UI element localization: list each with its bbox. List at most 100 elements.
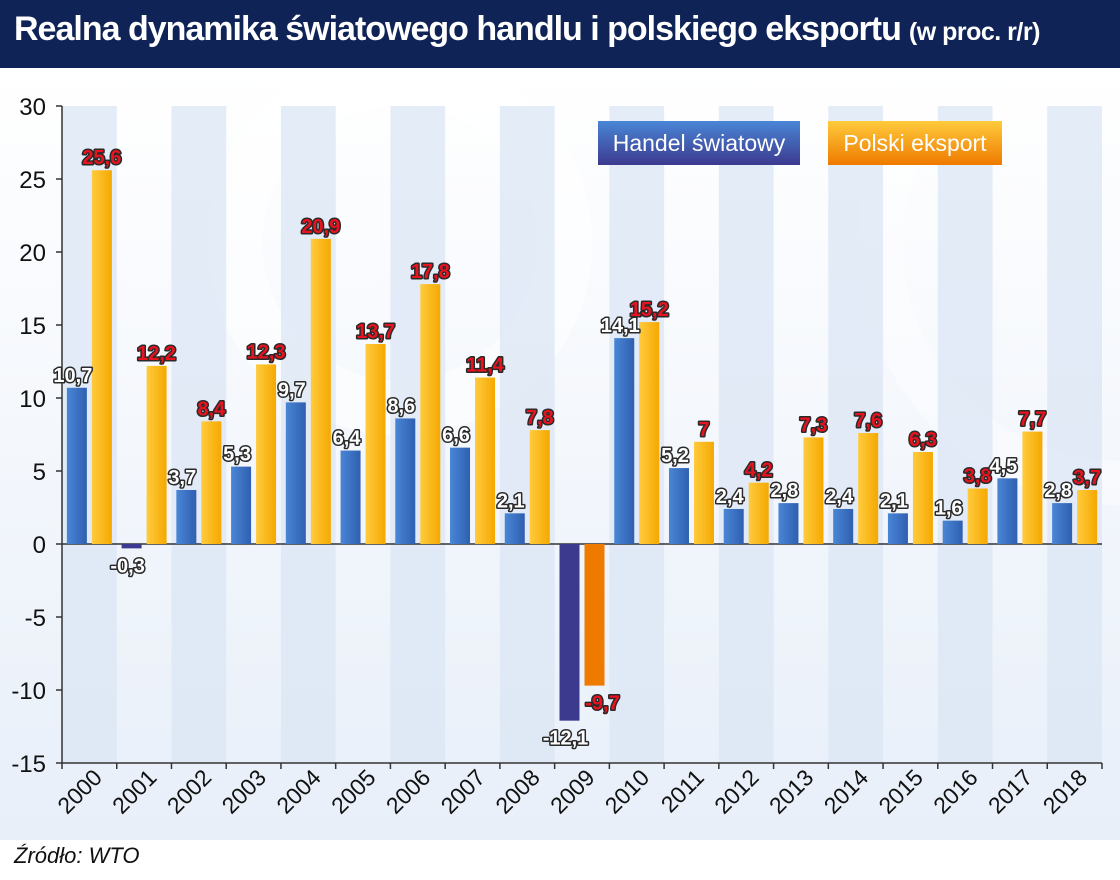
value-label-polski-eksport: 7,6 <box>854 410 882 432</box>
bar-polski-eksport <box>639 322 660 544</box>
value-label-polski-eksport: 6,3 <box>909 429 937 451</box>
bar-handel-swiatowy <box>614 338 635 544</box>
bar-handel-swiatowy <box>66 387 87 544</box>
bar-polski-eksport <box>1022 431 1043 544</box>
value-label-polski-eksport: 7 <box>698 419 709 441</box>
y-tick-label: -15 <box>11 751 46 778</box>
bar-handel-swiatowy <box>285 402 306 544</box>
bar-polski-eksport <box>748 482 769 544</box>
bar-handel-swiatowy <box>942 520 963 544</box>
y-tick-label: 25 <box>19 167 46 194</box>
value-label-handel-swiatowy: 9,7 <box>278 379 306 401</box>
bar-handel-swiatowy <box>887 513 908 544</box>
title-wrap: Realna dynamika światowego handlu i pols… <box>14 10 1040 49</box>
bar-polski-eksport <box>912 452 933 544</box>
legend-label-handel-swiatowy: Handel światowy <box>613 130 786 156</box>
bar-handel-swiatowy <box>833 508 854 544</box>
value-label-polski-eksport: 3,8 <box>964 466 992 488</box>
value-label-handel-swiatowy: 2,4 <box>825 486 854 508</box>
value-label-handel-swiatowy: 2,8 <box>1044 480 1072 502</box>
bar-handel-swiatowy <box>395 418 416 544</box>
bar-handel-swiatowy <box>668 468 689 544</box>
value-label-handel-swiatowy: 1,6 <box>935 498 963 520</box>
bar-handel-swiatowy <box>176 489 197 544</box>
value-label-polski-eksport: 4,2 <box>745 460 773 482</box>
bar-polski-eksport <box>967 488 988 544</box>
value-label-polski-eksport: 7,3 <box>800 414 828 436</box>
value-label-handel-swiatowy: 2,8 <box>771 480 799 502</box>
bar-polski-eksport <box>201 421 222 544</box>
bar-chart: 302520151050-5-10-1510,725,62000-0,312,2… <box>0 68 1120 840</box>
bar-handel-swiatowy <box>559 544 580 721</box>
value-label-handel-swiatowy: 6,6 <box>442 425 470 447</box>
bar-polski-eksport <box>693 441 714 544</box>
y-tick-label: 30 <box>19 94 46 121</box>
bar-polski-eksport <box>256 364 277 544</box>
bar-handel-swiatowy <box>778 503 799 544</box>
value-label-polski-eksport: 3,7 <box>1073 467 1101 489</box>
bar-polski-eksport <box>803 437 824 544</box>
category-stripe <box>1047 106 1102 763</box>
y-tick-label: -5 <box>25 605 46 632</box>
chart-subtitle: (w proc. r/r) <box>908 18 1041 46</box>
y-tick-label: 5 <box>33 459 46 486</box>
bar-polski-eksport <box>1077 489 1098 544</box>
value-label-polski-eksport: 7,8 <box>526 407 554 429</box>
y-tick-label: 20 <box>19 240 46 267</box>
bar-polski-eksport <box>475 377 496 544</box>
value-label-polski-eksport: 8,4 <box>197 398 226 420</box>
value-label-polski-eksport: 12,2 <box>137 343 176 365</box>
bar-polski-eksport <box>529 430 550 544</box>
value-label-handel-swiatowy: 6,4 <box>333 428 362 450</box>
value-label-handel-swiatowy: -12,1 <box>543 728 589 750</box>
bar-handel-swiatowy <box>340 450 361 544</box>
value-label-handel-swiatowy: -0,3 <box>110 555 144 577</box>
bar-handel-swiatowy <box>450 447 471 544</box>
y-tick-label: 15 <box>19 313 46 340</box>
legend-swatch-handel-swiatowy <box>598 121 800 165</box>
value-label-handel-swiatowy: 3,7 <box>168 467 196 489</box>
value-label-polski-eksport: 11,4 <box>466 355 505 377</box>
bar-polski-eksport <box>91 170 112 544</box>
value-label-polski-eksport: 12,3 <box>247 341 286 363</box>
value-label-polski-eksport: 17,8 <box>411 261 450 283</box>
bar-handel-swiatowy <box>121 544 142 549</box>
category-stripe <box>937 106 993 763</box>
category-stripe <box>718 106 774 763</box>
bar-handel-swiatowy <box>1052 503 1073 544</box>
bar-polski-eksport <box>146 365 167 544</box>
value-label-handel-swiatowy: 8,6 <box>387 395 415 417</box>
bar-polski-eksport <box>584 544 605 686</box>
bar-polski-eksport <box>858 433 879 544</box>
value-label-handel-swiatowy: 2,1 <box>497 490 525 512</box>
value-label-handel-swiatowy: 14,1 <box>601 315 640 337</box>
value-label-polski-eksport: 13,7 <box>356 321 395 343</box>
bar-handel-swiatowy <box>723 508 744 544</box>
value-label-handel-swiatowy: 5,3 <box>223 444 251 466</box>
source-note: Źródło: WTO <box>14 843 140 868</box>
value-label-polski-eksport: 25,6 <box>82 147 121 169</box>
value-label-polski-eksport: 20,9 <box>301 216 340 238</box>
bar-handel-swiatowy <box>231 466 252 544</box>
value-label-polski-eksport: -9,7 <box>585 693 619 715</box>
legend-swatch-polski-eksport <box>828 121 1002 165</box>
value-label-handel-swiatowy: 10,7 <box>53 365 92 387</box>
chart-title: Realna dynamika światowego handlu i pols… <box>14 10 902 48</box>
y-tick-label: -10 <box>11 678 46 705</box>
value-label-polski-eksport: 15,2 <box>630 299 669 321</box>
title-bar: Realna dynamika światowego handlu i pols… <box>0 0 1120 68</box>
value-label-handel-swiatowy: 2,4 <box>716 486 745 508</box>
value-label-handel-swiatowy: 2,1 <box>880 490 908 512</box>
value-label-handel-swiatowy: 4,5 <box>989 455 1017 477</box>
legend-label-polski-eksport: Polski eksport <box>843 130 987 156</box>
bar-polski-eksport <box>365 343 386 544</box>
bar-polski-eksport <box>420 284 441 544</box>
bar-polski-eksport <box>310 238 331 545</box>
value-label-polski-eksport: 7,7 <box>1018 409 1046 431</box>
bar-handel-swiatowy <box>504 513 525 544</box>
value-label-handel-swiatowy: 5,2 <box>661 445 689 467</box>
y-tick-label: 0 <box>33 532 46 559</box>
y-tick-label: 10 <box>19 386 46 413</box>
bar-handel-swiatowy <box>997 478 1018 544</box>
